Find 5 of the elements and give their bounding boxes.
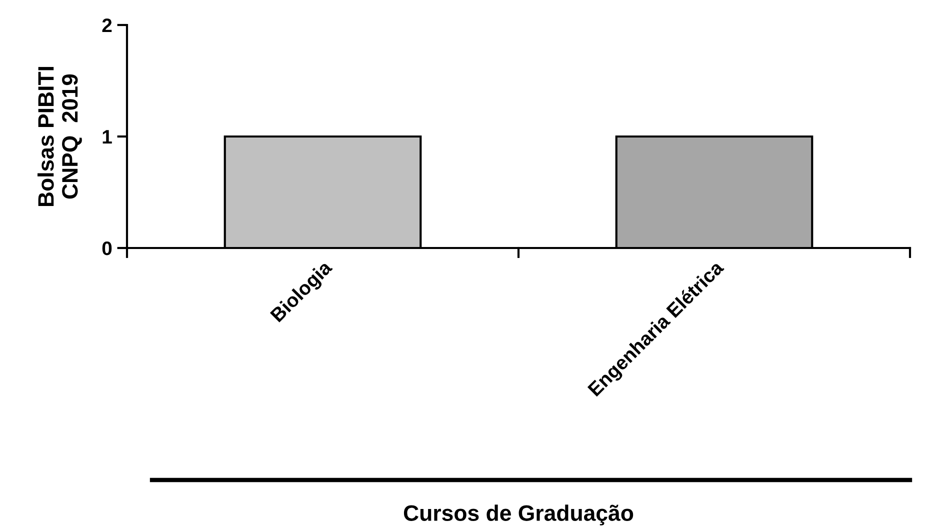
y-tick-label: 2 (102, 18, 112, 32)
y-tick-label: 0 (102, 241, 112, 256)
y-tick-label: 1 (102, 130, 112, 144)
x-axis-title: Cursos de Graduação (404, 504, 634, 526)
y-axis-title: Bolsas PIBITI CNPQ 2019 (38, 66, 82, 206)
